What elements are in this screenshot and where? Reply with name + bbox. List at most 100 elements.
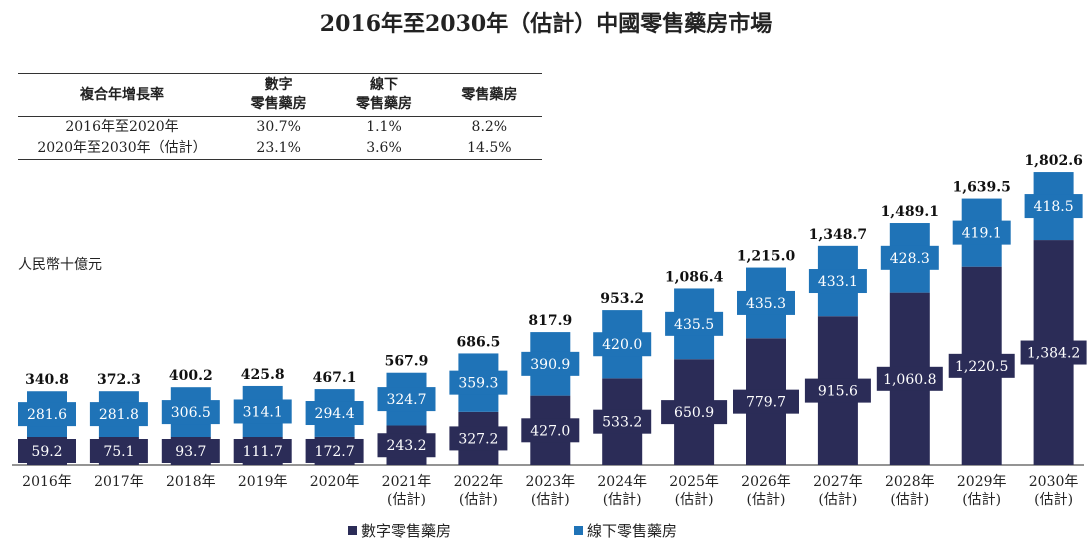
cagr-cell: 2020年至2030年（估計） xyxy=(18,138,226,160)
data-label-offline: 306.5 xyxy=(171,405,211,421)
data-label-offline: 420.0 xyxy=(602,337,642,353)
cagr-row: 2016年至2020年 30.7% 1.1% 8.2% xyxy=(18,117,542,139)
cagr-cell: 1.1% xyxy=(366,119,402,135)
x-tick-label: (估計) xyxy=(962,492,1001,508)
total-label: 686.5 xyxy=(456,334,500,350)
x-tick-label: (估計) xyxy=(603,492,642,508)
data-label-digital: 915.6 xyxy=(818,384,858,400)
data-label-digital: 1,220.5 xyxy=(955,359,1008,375)
data-label-offline: 359.3 xyxy=(458,376,498,392)
cagr-cell: 30.7% xyxy=(256,119,301,135)
cagr-table: 複合年增長率 數字 零售藥房 線下 零售藥房 零售藥房 2016年至2020年 … xyxy=(18,73,542,160)
label-box-offline xyxy=(808,269,867,294)
x-tick-label: (估計) xyxy=(387,492,426,508)
x-tick-label: 2018年 xyxy=(166,474,216,490)
total-label: 1,215.0 xyxy=(737,249,796,265)
x-tick-label: 2024年 xyxy=(597,474,647,490)
label-box-digital xyxy=(876,366,943,391)
x-tick-label: 2029年 xyxy=(957,474,1007,490)
data-label-offline: 294.4 xyxy=(315,406,355,422)
label-box-offline xyxy=(449,370,508,395)
x-tick-label: 2017年 xyxy=(94,474,144,490)
x-tick-label: 2026年 xyxy=(741,474,791,490)
total-label: 372.3 xyxy=(97,372,141,388)
label-box-digital xyxy=(521,418,580,443)
x-tick-label: (估計) xyxy=(747,492,786,508)
x-tick-label: 2016年 xyxy=(22,474,72,490)
total-label: 425.8 xyxy=(241,367,285,383)
data-label-offline: 324.7 xyxy=(386,392,426,408)
data-label-offline: 428.3 xyxy=(890,251,930,267)
data-label-digital: 1,384.2 xyxy=(1027,346,1080,362)
legend-swatch-offline xyxy=(574,526,583,535)
x-tick-label: 2022年 xyxy=(454,474,504,490)
x-tick-label: 2019年 xyxy=(238,474,288,490)
label-box-offline xyxy=(305,401,364,426)
total-label: 1,086.4 xyxy=(665,269,724,285)
label-box-digital xyxy=(161,439,220,463)
data-label-offline: 435.3 xyxy=(746,296,786,312)
cagr-header: 線下 零售藥房 xyxy=(331,73,437,117)
x-tick-label: (估計) xyxy=(818,492,857,508)
label-box-digital xyxy=(1020,340,1087,365)
label-box-offline xyxy=(880,245,939,270)
data-label-digital: 650.9 xyxy=(674,405,714,421)
x-tick-label: 2021年 xyxy=(382,474,432,490)
data-label-digital: 243.2 xyxy=(386,438,426,454)
data-label-digital: 172.7 xyxy=(315,444,355,460)
x-tick-label: (估計) xyxy=(890,492,929,508)
data-label-digital: 427.0 xyxy=(530,423,570,439)
label-box-digital xyxy=(377,433,436,458)
legend-swatch-digital xyxy=(348,526,357,535)
legend-item-offline: 線下零售藥房 xyxy=(574,520,677,541)
label-box-digital xyxy=(305,438,364,463)
data-label-digital: 1,060.8 xyxy=(883,372,936,388)
total-label: 1,639.5 xyxy=(952,180,1010,196)
label-box-offline xyxy=(521,351,580,376)
total-label: 467.1 xyxy=(313,370,357,386)
legend-item-digital: 數字零售藥房 xyxy=(348,520,451,541)
x-tick-label: (估計) xyxy=(675,492,714,508)
label-box-offline xyxy=(665,311,724,336)
cagr-cell: 2016年至2020年 xyxy=(65,119,179,135)
x-tick-label: 2028年 xyxy=(885,474,935,490)
label-box-offline xyxy=(89,402,148,427)
x-tick-label: 2027年 xyxy=(813,474,863,490)
label-box-digital xyxy=(89,439,148,463)
total-label: 400.2 xyxy=(169,368,213,384)
total-label: 1,489.1 xyxy=(881,204,939,220)
data-label-offline: 419.1 xyxy=(962,226,1002,242)
data-label-offline: 433.1 xyxy=(818,274,858,290)
label-box-digital xyxy=(948,353,1015,378)
cagr-header: 數字 零售藥房 xyxy=(226,73,332,117)
label-box-offline xyxy=(737,290,795,315)
x-tick-label: 2023年 xyxy=(525,474,575,490)
x-tick-label: 2025年 xyxy=(669,474,719,490)
x-tick-label: (估計) xyxy=(531,492,570,508)
data-label-digital: 327.2 xyxy=(458,431,498,447)
legend-label: 線下零售藥房 xyxy=(587,522,678,540)
total-label: 953.2 xyxy=(600,291,644,307)
x-tick-label: (估計) xyxy=(1034,492,1073,508)
label-box-offline xyxy=(233,399,292,424)
label-box-offline xyxy=(1024,194,1083,219)
cagr-cell: 3.6% xyxy=(331,138,437,160)
data-label-offline: 418.5 xyxy=(1034,199,1074,215)
label-box-digital xyxy=(593,409,652,434)
label-box-offline xyxy=(161,400,220,425)
label-box-digital xyxy=(18,439,76,463)
legend-label: 數字零售藥房 xyxy=(361,522,452,540)
data-label-digital: 75.1 xyxy=(103,444,134,460)
data-label-offline: 435.5 xyxy=(674,317,714,333)
data-label-digital: 111.7 xyxy=(243,444,283,460)
label-box-digital xyxy=(233,439,292,463)
data-label-digital: 533.2 xyxy=(602,415,642,431)
cagr-header-row: 複合年增長率 數字 零售藥房 線下 零售藥房 零售藥房 xyxy=(18,73,542,117)
label-box-offline xyxy=(18,402,76,427)
cagr-cell: 23.1% xyxy=(226,138,332,160)
x-tick-label: 2030年 xyxy=(1029,474,1079,490)
label-box-digital xyxy=(733,389,799,414)
label-box-digital xyxy=(449,426,508,451)
label-box-offline xyxy=(377,387,436,412)
